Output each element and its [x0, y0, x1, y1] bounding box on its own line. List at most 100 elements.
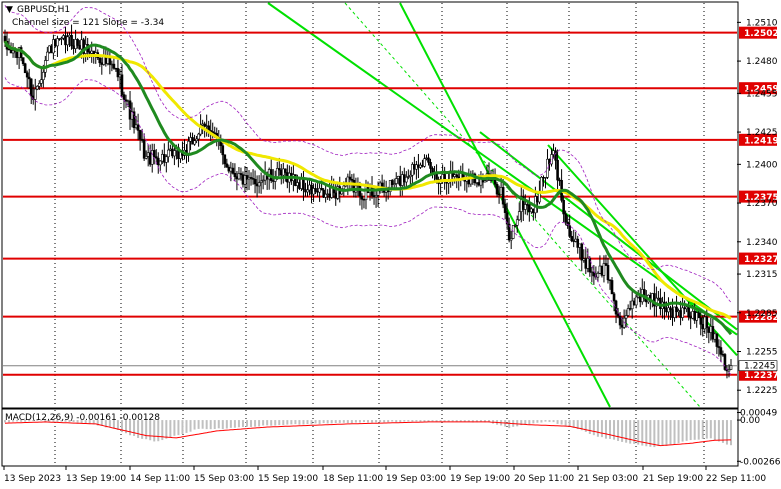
candle-body — [118, 74, 122, 78]
candle-body — [241, 174, 245, 185]
macd-histogram-bar — [205, 420, 208, 430]
macd-histogram-bar — [358, 420, 361, 423]
macd-histogram-bar — [407, 420, 410, 422]
macd-histogram-bar — [330, 420, 333, 424]
macd-histogram-bar — [326, 420, 329, 424]
macd-histogram-bar — [463, 420, 466, 422]
macd-histogram-bar — [423, 420, 426, 422]
macd-histogram-bar — [88, 420, 91, 424]
time-tick-label: 19 Sep 03:00 — [386, 474, 446, 484]
level-price-tag — [739, 310, 777, 323]
level-price-label: 1.2459 — [744, 85, 779, 95]
macd-histogram-bar — [241, 420, 244, 427]
candle-body — [699, 317, 703, 325]
time-tick-label: 18 Sep 11:00 — [323, 474, 383, 484]
macd-histogram-bar — [488, 420, 490, 423]
macd-histogram-bar — [645, 420, 648, 447]
macd-histogram-bar — [431, 420, 434, 422]
macd-histogram-bar — [730, 420, 732, 446]
candle-body — [50, 45, 53, 54]
macd-histogram-bar — [225, 420, 228, 429]
candle-body — [723, 354, 727, 370]
macd-histogram-bar — [681, 420, 684, 442]
macd-histogram-bar — [181, 420, 184, 434]
candle-body — [713, 333, 717, 340]
candle-body — [604, 263, 608, 266]
time-tick-label: 21 Sep 03:00 — [578, 474, 638, 484]
candle-body — [3, 35, 7, 42]
candle-body — [390, 180, 394, 185]
candle-body — [326, 193, 329, 196]
level-price-label: 1.2237 — [744, 371, 779, 381]
macd-histogram-bar — [60, 420, 63, 422]
candle-body — [316, 191, 319, 193]
candle-body — [578, 243, 582, 248]
candle-body — [88, 51, 91, 54]
candle-body — [251, 178, 255, 180]
macd-histogram-bar — [290, 420, 293, 425]
macd-histogram-bar — [564, 420, 567, 426]
candle-body — [171, 148, 174, 157]
chart-title: GBPUSD,H1 — [17, 5, 70, 15]
candle-body — [505, 212, 509, 225]
candle-body — [247, 177, 251, 180]
macd-histogram-bar — [657, 420, 660, 446]
candle-body — [729, 365, 733, 370]
macd-histogram-bar — [193, 420, 196, 430]
macd-histogram-bar — [177, 420, 180, 436]
candle-body — [630, 300, 634, 310]
candle-body — [372, 195, 376, 198]
level-price-label: 1.2327 — [744, 255, 779, 265]
macd-histogram-bar — [689, 420, 692, 441]
macd-histogram-bar — [447, 420, 450, 422]
macd-histogram-bar — [52, 420, 55, 422]
candle-body — [669, 307, 672, 311]
candle-body — [556, 159, 559, 181]
candle-body — [509, 238, 513, 241]
level-price-tag — [739, 252, 777, 265]
candle-body — [229, 167, 233, 172]
macd-histogram-bar — [338, 420, 341, 423]
candle-body — [322, 189, 325, 198]
candle-body — [415, 164, 418, 170]
candle-body — [334, 192, 338, 199]
candle-body — [530, 208, 533, 213]
candle-body — [719, 347, 723, 355]
candle-body — [134, 124, 138, 129]
macd-histogram-bar — [217, 420, 220, 429]
candle-body — [572, 240, 576, 242]
macd-histogram-bar — [544, 420, 547, 422]
candle-body — [112, 63, 116, 69]
macd-histogram-bar — [306, 420, 309, 425]
candle-body — [532, 208, 535, 214]
candle-body — [568, 225, 571, 237]
candle-body — [566, 221, 569, 226]
candle-body — [132, 111, 136, 129]
candle-body — [562, 199, 565, 215]
macd-tick-label: -0.00266 — [740, 457, 781, 467]
macd-histogram-bar — [387, 420, 390, 423]
price-tick-label: 1.2255 — [746, 347, 778, 357]
macd-histogram-bar — [592, 420, 595, 436]
candle-body — [165, 156, 168, 163]
candle-body — [360, 195, 364, 200]
candle-body — [312, 188, 315, 195]
macd-histogram-bar — [112, 420, 115, 429]
candle-body — [558, 179, 561, 182]
macd-histogram-bar — [455, 420, 458, 422]
macd-histogram-bar — [149, 420, 152, 441]
support-resistance-levels: 1.25021.24591.24191.23751.23271.22821.22… — [3, 26, 779, 381]
macd-histogram-bar — [467, 420, 470, 422]
candle-body — [7, 48, 11, 51]
candle-body — [195, 138, 198, 142]
macd-signal-line — [4, 421, 731, 447]
candle-body — [523, 204, 527, 210]
macd-histogram-bar — [721, 420, 724, 443]
candle-body — [717, 346, 721, 348]
title-arrow-icon[interactable]: ▼ — [6, 5, 13, 15]
candle-body — [374, 195, 378, 198]
macd-histogram-bar — [669, 420, 672, 445]
candle-body — [507, 223, 511, 241]
time-axis: 13 Sep 2023 13 Sep 19:00 14 Sep 11:00 15 Se… — [3, 466, 766, 484]
